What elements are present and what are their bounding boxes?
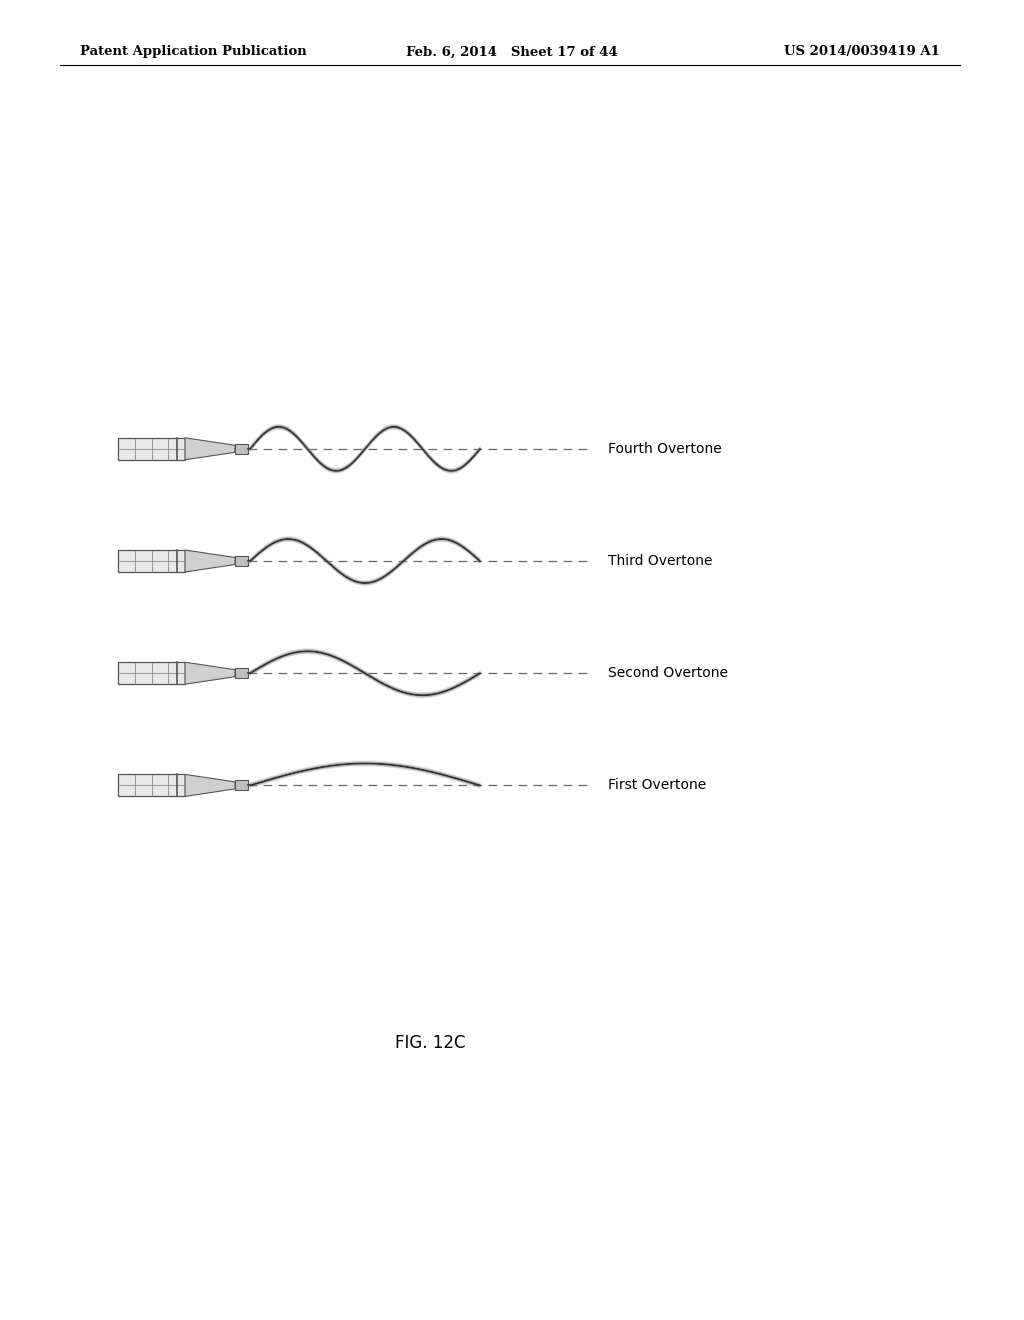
Bar	[118, 775, 185, 796]
Bar	[118, 438, 185, 459]
Text: FIG. 12C: FIG. 12C	[395, 1034, 465, 1052]
Bar	[234, 444, 248, 454]
Text: US 2014/0039419 A1: US 2014/0039419 A1	[784, 45, 940, 58]
Text: Fourth Overtone: Fourth Overtone	[608, 442, 722, 455]
Bar	[118, 663, 185, 684]
Polygon shape	[185, 550, 234, 572]
Text: First Overtone: First Overtone	[608, 779, 707, 792]
Text: Feb. 6, 2014   Sheet 17 of 44: Feb. 6, 2014 Sheet 17 of 44	[407, 45, 617, 58]
Text: Second Overtone: Second Overtone	[608, 667, 728, 680]
Polygon shape	[185, 663, 234, 684]
Text: Third Overtone: Third Overtone	[608, 554, 713, 568]
Polygon shape	[185, 775, 234, 796]
Text: Patent Application Publication: Patent Application Publication	[80, 45, 307, 58]
Bar	[234, 780, 248, 791]
Bar	[118, 550, 185, 572]
Bar	[234, 556, 248, 566]
Polygon shape	[185, 438, 234, 459]
Bar	[234, 668, 248, 678]
